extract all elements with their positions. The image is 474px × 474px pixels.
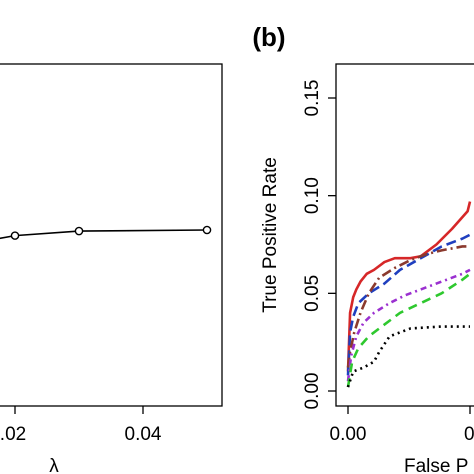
right-series-line-2 [346, 233, 471, 376]
left-series-markers [10, 225, 212, 240]
right-panel: (b) 0.00 0.05 0.10 0.15 0.00 0.0 True Positi… [252, 22, 474, 474]
right-x-tick-label: 0.00 [330, 424, 367, 445]
right-series-line-3 [346, 245, 470, 368]
right-plot-frame [335, 63, 474, 407]
left-x-axis: .02 0.04 [0, 406, 162, 445]
left-data-point [10, 231, 20, 240]
right-series-line-6 [346, 325, 470, 388]
right-x-axis: 0.00 0.0 [330, 406, 474, 445]
left-x-tick-label: 0.04 [125, 424, 162, 445]
right-y-tick-label: 0.15 [302, 80, 323, 117]
right-y-axis-title: True Positive Rate [260, 157, 281, 313]
left-x-tick-label: .02 [0, 424, 26, 445]
panel-label-b: (b) [252, 22, 285, 52]
right-series-line-1 [346, 201, 472, 372]
left-data-point [74, 226, 84, 236]
right-y-axis: 0.00 0.05 0.10 0.15 [302, 80, 336, 410]
left-x-axis-title: λ [49, 456, 59, 474]
left-series-line [0, 229, 208, 240]
left-panel: .02 0.04 λ [0, 63, 223, 474]
right-x-tick-label: 0.0 [464, 424, 474, 445]
left-plot-frame [0, 63, 223, 407]
right-series-group [346, 201, 472, 388]
right-y-tick-label: 0.10 [302, 177, 323, 214]
left-data-point [202, 225, 212, 235]
right-y-tick-label: 0.05 [302, 275, 323, 312]
right-x-axis-title: False P [404, 456, 468, 474]
right-series-line-5 [346, 272, 471, 388]
right-y-tick-label: 0.00 [302, 373, 323, 410]
